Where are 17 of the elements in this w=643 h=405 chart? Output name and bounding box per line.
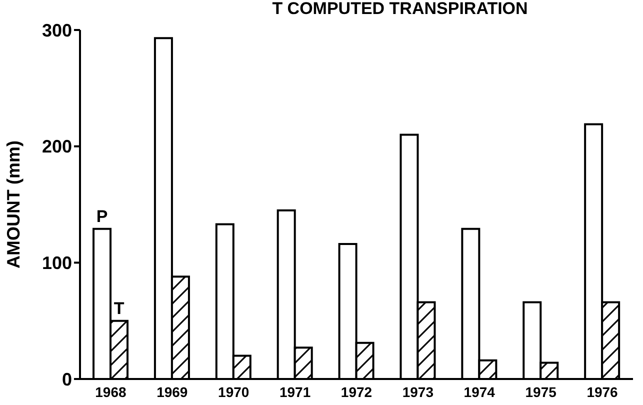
x-tick-label: 1971 (279, 384, 311, 400)
chart-title: T COMPUTED TRANSPIRATION (272, 0, 528, 18)
x-tick-label: 1970 (218, 384, 250, 400)
y-tick-label: 100 (42, 253, 72, 274)
x-tick-label: 1969 (156, 384, 188, 400)
x-tick-label: 1972 (340, 384, 372, 400)
x-tick-label: 1968 (95, 384, 126, 400)
y-axis-title: AMOUNT (mm) (3, 140, 24, 268)
x-tick-label: 1975 (525, 384, 557, 400)
x-tick-label: 1974 (464, 384, 496, 400)
x-tick-label: 1973 (402, 384, 434, 400)
y-tick-label: 200 (42, 136, 72, 157)
y-tick-label: 0 (62, 369, 72, 390)
series-label: T (114, 298, 125, 318)
x-tick-label: 1976 (586, 384, 618, 400)
series-label: P (96, 206, 108, 226)
y-tick-label: 300 (42, 20, 72, 40)
